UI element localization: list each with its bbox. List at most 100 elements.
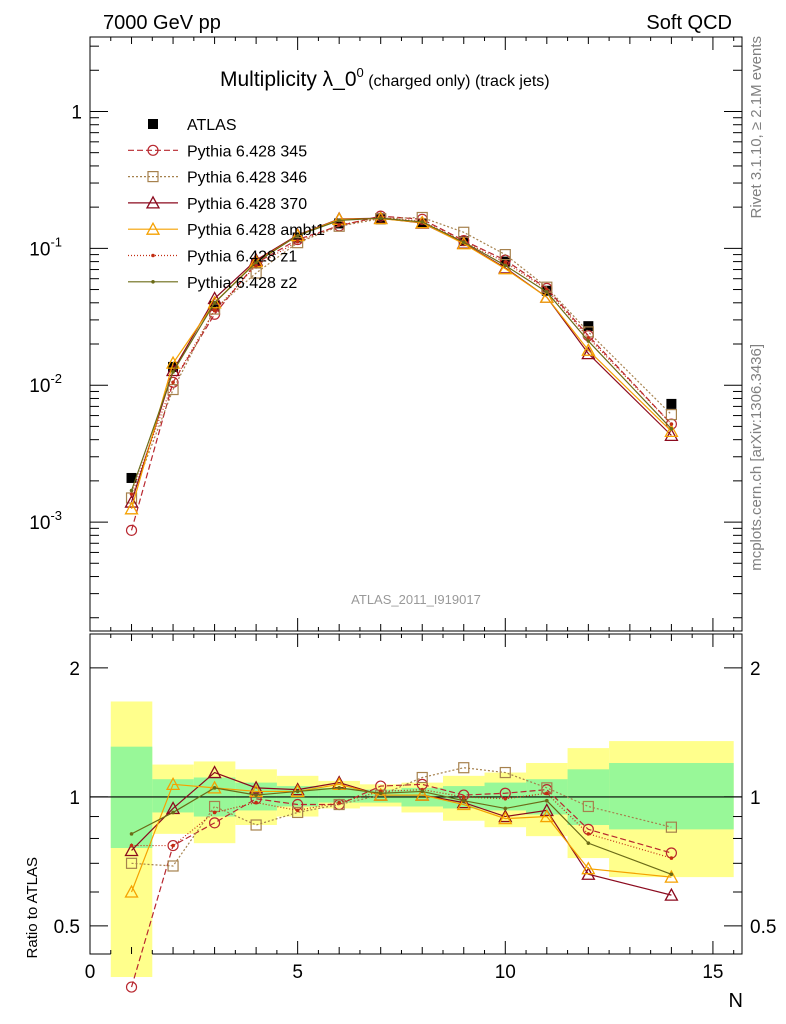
mc-data-point — [212, 300, 217, 305]
ratio-point — [458, 762, 470, 774]
mc-data-point — [499, 248, 511, 261]
ratio-point — [664, 869, 679, 883]
legend-marker — [147, 144, 159, 156]
axes-layer: 0 5 10 15 10-3 10-2 10-1 1 0.5 0.5 1 1 2 2 — [29, 37, 776, 983]
ratio-y-tick-label-right: 0.5 — [750, 917, 776, 938]
ratio-band-inner — [609, 762, 734, 830]
process-label: Soft QCD — [646, 12, 732, 34]
mc-data-point — [295, 233, 300, 238]
ratio-point — [292, 806, 304, 819]
main-series-layer — [124, 210, 679, 536]
ratio-point — [582, 800, 594, 813]
mc-data-point — [503, 260, 508, 265]
mc-data-point — [254, 260, 258, 265]
mc-data-point — [129, 492, 134, 496]
mc-data-point — [378, 216, 383, 221]
ratio-point — [208, 817, 221, 829]
mc-data-point — [545, 290, 549, 294]
ratio-point — [129, 843, 134, 848]
ratio-point — [250, 819, 262, 831]
main-plot-frame — [89, 36, 743, 632]
ratio-band-inner — [318, 787, 360, 803]
mc-data-point — [254, 263, 258, 268]
mc-data-point — [171, 370, 175, 374]
ratio-point — [124, 843, 139, 857]
mc-data-point — [212, 308, 217, 313]
mc-data-point — [586, 339, 591, 343]
mc-data-point — [165, 363, 181, 377]
mc-data-point — [171, 380, 175, 385]
ratio-point — [378, 791, 383, 796]
ratio-point — [539, 809, 554, 823]
mcplots-label: mcplots.cern.ch [arXiv:1306.3436] — [748, 344, 765, 571]
ratio-y-tick-label-right: 1 — [750, 788, 761, 809]
ratio-series-line — [130, 783, 672, 988]
mc-data-point — [503, 263, 508, 268]
ratio-y-tick-label: 2 — [69, 659, 80, 680]
legend-marker — [145, 195, 161, 209]
ratio-point — [415, 787, 430, 801]
ratio-point — [456, 797, 471, 811]
ratio-point — [498, 811, 513, 825]
ratio-point — [461, 795, 466, 799]
legend-marker — [145, 221, 161, 235]
mc-data-point — [461, 240, 466, 244]
ratio-point — [254, 793, 258, 797]
ratio-point — [249, 780, 264, 794]
ratio-point — [503, 797, 508, 801]
ratio-point — [333, 798, 345, 811]
ratio-point — [498, 809, 513, 823]
y-tick-label: 10-2 — [29, 371, 62, 397]
legend-marker — [151, 253, 155, 258]
ratio-point — [212, 810, 217, 815]
mc-data-point — [664, 424, 679, 438]
ratio-point — [171, 810, 175, 815]
ratio-point — [295, 808, 300, 813]
mc-data-point — [207, 295, 222, 309]
ratio-point — [337, 800, 341, 805]
mc-data-point — [292, 237, 304, 249]
legend-label: Pythia 6.428 z1 — [187, 249, 297, 266]
ratio-point — [129, 832, 134, 836]
legend: ATLAS Pythia 6.428 345 Pythia 6.428 346 Pyt… — [128, 117, 325, 292]
mc-data-point — [337, 218, 341, 223]
mc-data-point — [498, 261, 513, 275]
ratio-point — [669, 856, 674, 860]
legend-label: ATLAS — [187, 117, 237, 134]
y-tick-label: 1 — [71, 102, 82, 123]
ratio-point — [125, 981, 138, 993]
mc-data-point — [665, 408, 678, 421]
rivet-label: Rivet 3.1.10, ≥ 2.1M events — [748, 36, 765, 219]
ratio-point — [416, 771, 428, 784]
ratio-point — [373, 787, 388, 801]
legend-marker — [148, 119, 158, 129]
x-tick-label: 0 — [85, 962, 96, 983]
atlas-data-point — [168, 361, 179, 372]
legend-label: Pythia 6.428 ambt1 — [187, 222, 325, 239]
mc-data-point — [581, 342, 596, 356]
ratio-point — [581, 861, 596, 875]
ratio-point — [207, 765, 222, 779]
mc-data-point — [125, 524, 138, 536]
atlas-data-point — [209, 300, 220, 311]
ratio-y-tick-label: 1 — [69, 788, 80, 809]
ratio-point — [207, 780, 222, 794]
mc-data-point — [124, 501, 139, 515]
legend-label: Pythia 6.428 346 — [187, 170, 307, 187]
x-tick-label: 10 — [495, 962, 516, 983]
ratio-plot-layer — [90, 701, 742, 993]
mc-data-point — [664, 428, 679, 442]
legend-marker — [151, 280, 155, 284]
ratio-point — [461, 798, 466, 803]
mc-data-point — [167, 383, 179, 396]
ratio-point — [167, 860, 179, 872]
ratio-point — [586, 832, 591, 836]
ratio-point — [545, 791, 549, 796]
legend-label: Pythia 6.428 370 — [187, 196, 307, 213]
atlas-data-point — [583, 321, 594, 332]
x-tick-label: 15 — [702, 962, 723, 983]
ratio-point — [295, 789, 300, 794]
ratio-point — [420, 789, 425, 794]
ratio-point — [545, 798, 549, 803]
